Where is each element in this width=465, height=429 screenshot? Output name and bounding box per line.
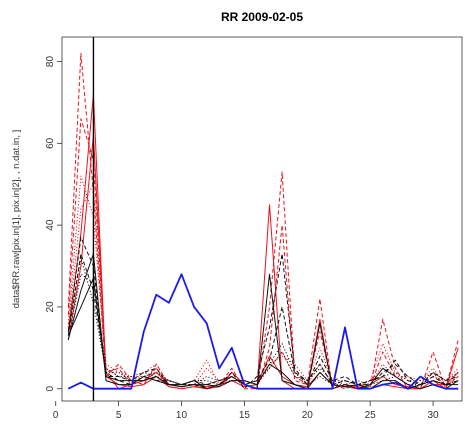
series-line-11: [67, 273, 459, 386]
x-tick-label: 15: [239, 410, 251, 421]
series-line-13: [67, 273, 459, 390]
series-line-6: [67, 183, 459, 386]
chart-title: RR 2009-02-05: [221, 10, 303, 24]
series-line-10: [67, 253, 459, 386]
series-line-1: [67, 93, 459, 390]
plot-area: [67, 37, 459, 401]
series-line-3: [67, 52, 459, 390]
x-tick-label: 10: [176, 410, 188, 421]
x-tick-label: 5: [116, 410, 122, 421]
y-tick-label: 60: [45, 137, 56, 149]
y-tick-label: 0: [45, 386, 56, 392]
y-tick-label: 20: [45, 301, 56, 313]
series-line-5: [67, 175, 459, 388]
plot-frame: [61, 36, 463, 402]
series-line-4: [67, 118, 459, 390]
x-tick-label: 25: [365, 410, 377, 421]
y-axis-title: data$RR.raw[pix.in[1], pix.in[2], , n.da…: [11, 130, 22, 308]
y-tick-label: 40: [45, 219, 56, 231]
axes: 0 5 10 15 20 25 30 0 20 40 60 80: [45, 56, 439, 421]
x-tick-label: 30: [428, 410, 440, 421]
series-line-12: [67, 257, 459, 386]
y-tick-label: 80: [45, 56, 56, 68]
series-line-9: [67, 236, 459, 390]
x-tick-label: 0: [53, 410, 59, 421]
x-tick-label: 20: [302, 410, 314, 421]
